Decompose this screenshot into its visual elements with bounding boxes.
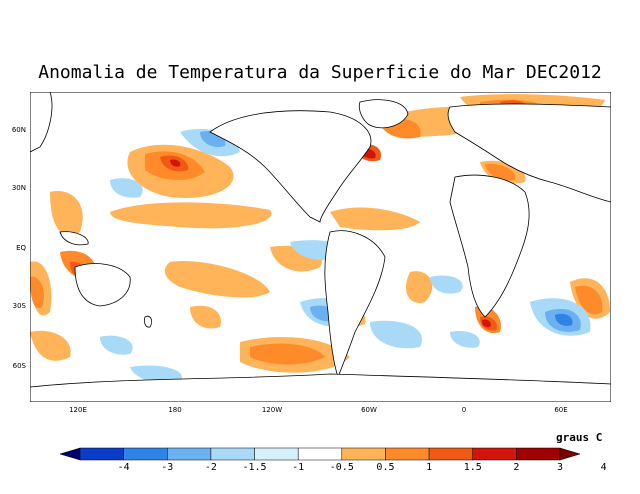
y-tick-60n: 60N xyxy=(11,126,26,134)
legend-label: -0.5 xyxy=(329,462,354,473)
legend-label: -1 xyxy=(292,462,305,473)
legend-swatch xyxy=(210,447,255,461)
legend-label: -3 xyxy=(161,462,174,473)
land-masses xyxy=(30,92,611,402)
legend-label: 3 xyxy=(556,462,564,473)
x-tick-60e: 60E xyxy=(554,406,568,414)
legend-swatch xyxy=(79,447,124,461)
legend-swatch xyxy=(385,447,430,461)
legend-arrow-high xyxy=(559,447,580,461)
sst-anomaly-map xyxy=(30,92,611,402)
x-tick-120e: 120E xyxy=(69,406,87,414)
x-tick-120w: 120W xyxy=(261,406,283,414)
legend-swatch xyxy=(297,447,343,461)
x-tick-180: 180 xyxy=(168,406,182,414)
legend-label: 1 xyxy=(426,462,433,473)
legend-swatch xyxy=(472,447,517,461)
x-tick-0: 0 xyxy=(461,406,467,414)
y-tick-eq: EQ xyxy=(16,244,26,252)
legend-label: -2 xyxy=(204,462,217,473)
legend-swatch xyxy=(341,447,386,461)
legend-swatch xyxy=(516,447,561,461)
legend-swatch xyxy=(254,447,299,461)
units-label: graus C xyxy=(556,431,603,444)
legend-label: 2 xyxy=(513,462,520,473)
legend-label: -4 xyxy=(117,462,130,473)
legend-label: -1.5 xyxy=(242,462,267,473)
y-tick-60s: 60S xyxy=(12,362,26,370)
color-legend xyxy=(60,447,580,461)
legend-label: 0.5 xyxy=(376,462,395,473)
legend-swatch xyxy=(167,447,212,461)
legend-label: 4 xyxy=(600,462,607,473)
legend-arrow-low xyxy=(60,447,81,461)
y-tick-30n: 30N xyxy=(11,184,26,192)
legend-swatch xyxy=(428,447,473,461)
y-tick-30s: 30S xyxy=(12,302,26,310)
legend-swatch xyxy=(123,447,168,461)
x-tick-60w: 60W xyxy=(361,406,377,414)
map-title: Anomalia de Temperatura da Superficie do… xyxy=(38,62,602,83)
legend-label: 1.5 xyxy=(463,462,482,473)
